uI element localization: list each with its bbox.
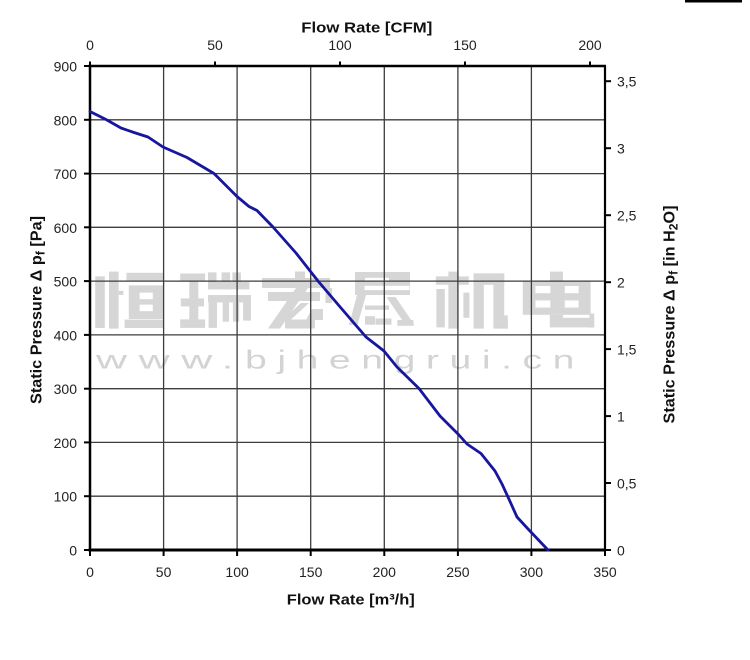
svg-text:Flow Rate [CFM]: Flow Rate [CFM] (301, 20, 432, 37)
svg-text:bjhengrui.cn: bjhengrui.cn (245, 345, 585, 375)
svg-text:3: 3 (617, 141, 625, 157)
svg-text:Static Pressure Δ pf [Pa]: Static Pressure Δ pf [Pa] (29, 216, 48, 404)
svg-text:900: 900 (54, 59, 78, 75)
svg-text:1: 1 (617, 409, 625, 425)
svg-text:www.: www. (94, 345, 245, 375)
svg-text:600: 600 (54, 220, 78, 236)
svg-text:400: 400 (54, 327, 78, 343)
svg-text:200: 200 (578, 37, 602, 53)
svg-text:800: 800 (54, 112, 78, 128)
svg-text:100: 100 (225, 564, 249, 580)
svg-text:150: 150 (299, 564, 323, 580)
svg-text:200: 200 (373, 564, 397, 580)
svg-text:200: 200 (54, 435, 78, 451)
svg-text:100: 100 (328, 37, 352, 53)
svg-text:3,5: 3,5 (617, 74, 637, 90)
svg-text:0: 0 (86, 564, 94, 580)
svg-text:700: 700 (54, 166, 78, 182)
svg-text:1,5: 1,5 (617, 342, 637, 358)
svg-text:500: 500 (54, 274, 78, 290)
svg-text:2: 2 (617, 275, 625, 291)
svg-text:0: 0 (617, 543, 625, 559)
svg-text:250: 250 (446, 564, 470, 580)
svg-text:0: 0 (86, 37, 94, 53)
svg-text:Flow Rate [m³/h]: Flow Rate [m³/h] (287, 592, 415, 609)
svg-text:0: 0 (69, 543, 77, 559)
svg-text:Static Pressure Δ pf [in H2O]: Static Pressure Δ pf [in H2O] (662, 206, 681, 424)
svg-text:300: 300 (54, 381, 78, 397)
svg-text:100: 100 (54, 489, 78, 505)
svg-text:350: 350 (593, 564, 617, 580)
svg-text:50: 50 (156, 564, 172, 580)
svg-text:300: 300 (520, 564, 544, 580)
svg-text:50: 50 (207, 37, 223, 53)
svg-text:150: 150 (453, 37, 477, 53)
svg-text:2,5: 2,5 (617, 208, 637, 224)
svg-text:0,5: 0,5 (617, 476, 637, 492)
